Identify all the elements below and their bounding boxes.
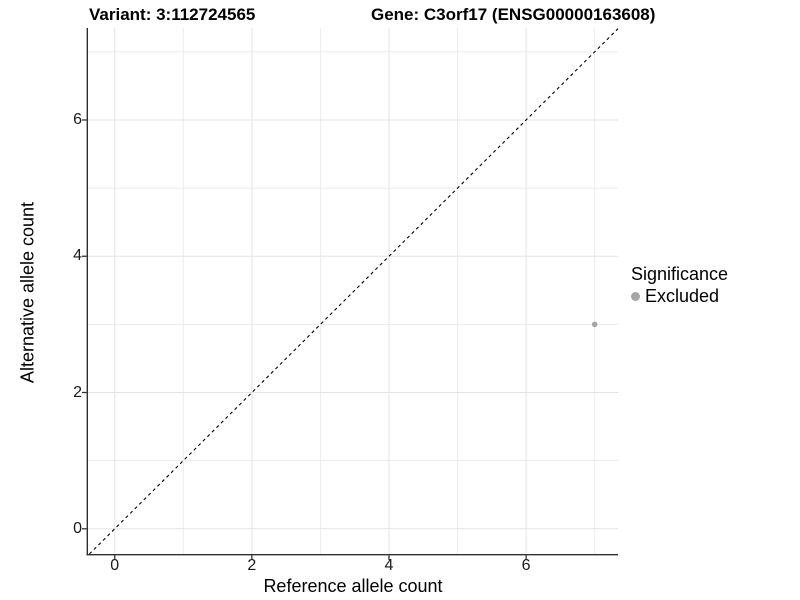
x-tick-label: 0: [110, 557, 120, 574]
legend-items: Excluded: [631, 286, 728, 306]
x-tick-label: 2: [247, 557, 257, 574]
gene-title: Gene: C3orf17 (ENSG00000163608): [371, 5, 656, 24]
x-tick-label: 6: [521, 557, 531, 574]
legend-item-label: Excluded: [645, 286, 720, 306]
y-axis-title: Alternative allele count: [17, 201, 38, 384]
legend-point-icon: [631, 291, 640, 301]
x-tick-label: 4: [384, 557, 394, 574]
y-tick-label: 2: [73, 383, 82, 401]
legend: Significance Excluded: [631, 263, 728, 306]
y-tick-label: 6: [73, 110, 82, 128]
x-axis-title: Reference allele count: [263, 576, 443, 596]
data-point: [591, 321, 598, 328]
legend-title: Significance: [631, 264, 729, 284]
y-tick-label: 0: [73, 519, 82, 537]
y-tick-label: 4: [73, 247, 82, 265]
legend-item: Excluded: [631, 286, 728, 306]
variant-title: Variant: 3:112724565: [89, 5, 256, 24]
identity-reference-line: [88, 28, 619, 555]
